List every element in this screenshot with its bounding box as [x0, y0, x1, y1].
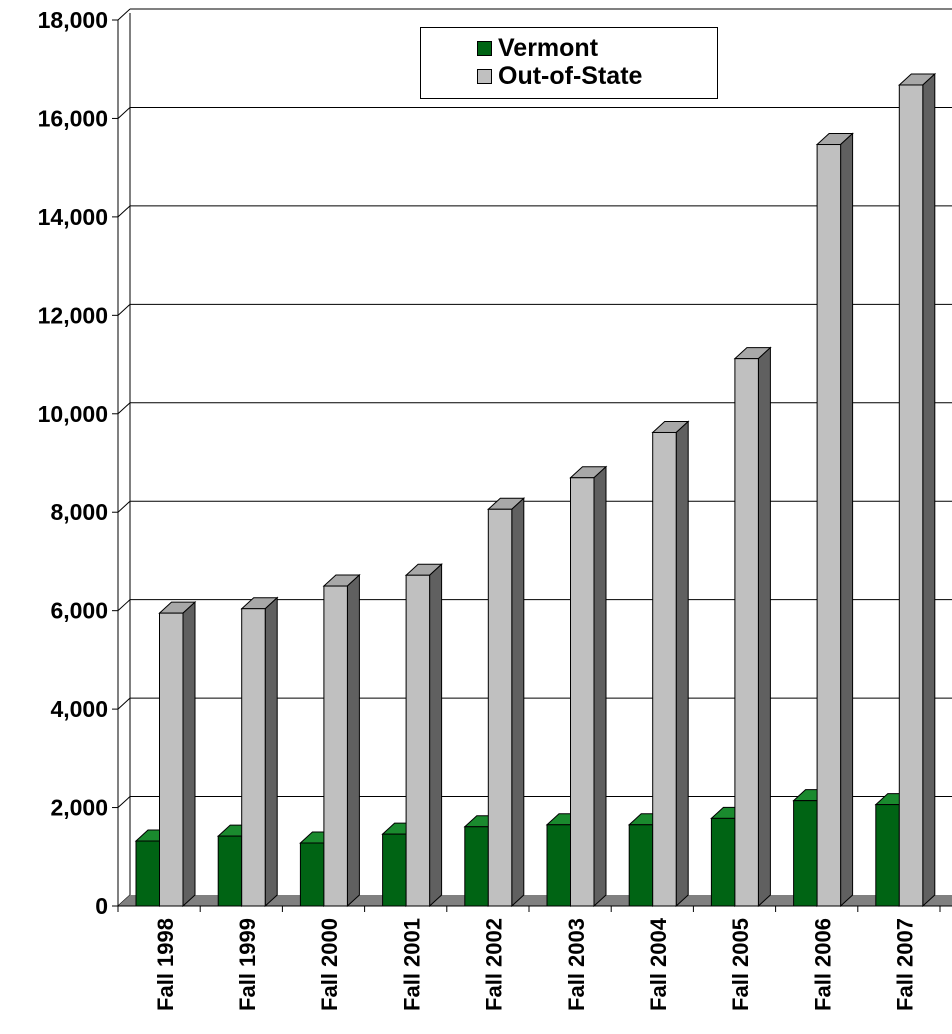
- x-tick-label: Fall 2004: [646, 917, 671, 1011]
- bar-front: [135, 840, 160, 907]
- y-tick-label: 8,000: [50, 499, 108, 525]
- bar-out-of-state-9: [815, 132, 854, 908]
- bar-front: [710, 817, 736, 907]
- x-tick-label: Fall 2006: [810, 918, 835, 1011]
- y-tick-label: 2,000: [50, 795, 108, 821]
- y-tick-label: 4,000: [50, 696, 108, 722]
- bar-out-of-state-2: [240, 596, 279, 908]
- bar-front: [816, 144, 842, 907]
- bar-front: [323, 585, 348, 907]
- bar-out-of-state-4: [404, 563, 443, 908]
- bar-front: [570, 477, 595, 907]
- gridline-diagonal: [117, 500, 131, 513]
- bar-front: [405, 574, 431, 907]
- bar-side: [675, 420, 689, 908]
- bar-side: [182, 600, 196, 908]
- bar-front: [487, 508, 513, 907]
- gridline-diagonal: [117, 8, 131, 21]
- x-tick-label: Fall 1998: [153, 918, 178, 1011]
- legend: Vermont Out-of-State: [420, 27, 718, 99]
- gridline-diagonal: [117, 402, 131, 415]
- y-tick-labels: 0 2,000 4,000 6,000 8,000 10,000 12,000 14,000 1…: [38, 7, 108, 919]
- gridline-diagonal: [117, 205, 131, 218]
- bar-out-of-state-1: [158, 600, 197, 908]
- gridline-diagonal: [117, 107, 131, 119]
- bar-side: [840, 132, 854, 908]
- y-tick-label: 12,000: [38, 302, 108, 328]
- bar-front: [299, 842, 325, 907]
- x-tick-label: Fall 2007: [893, 918, 918, 1011]
- y-tick-label: 18,000: [38, 7, 108, 33]
- legend-label-vermont: Vermont: [498, 33, 599, 62]
- gridline-diagonal: [117, 796, 131, 808]
- bar-front: [464, 826, 489, 907]
- bar-out-of-state-6: [569, 465, 608, 908]
- bar-front: [628, 824, 654, 907]
- bar-front: [546, 824, 571, 907]
- x-tick-labels: Fall 1998 Fall 1999 Fall 2000 Fall 2001 Fall…: [153, 917, 918, 1011]
- bar-side: [757, 346, 771, 908]
- x-tick-label: Fall 2001: [399, 918, 424, 1011]
- bar-out-of-state-5: [487, 497, 526, 908]
- y-tick-label: 0: [95, 893, 108, 919]
- bars: [134, 72, 937, 908]
- bar-out-of-state-8: [733, 346, 772, 908]
- y-tick-label: 6,000: [50, 598, 108, 624]
- bar-front: [875, 804, 900, 907]
- y-tick-label: 14,000: [38, 204, 108, 230]
- bar-side: [922, 72, 936, 908]
- bar-side: [264, 596, 278, 908]
- bar-side: [593, 465, 607, 908]
- bar-front: [241, 608, 266, 907]
- bar-front: [159, 612, 184, 907]
- bar-out-of-state-3: [322, 573, 361, 908]
- legend-item-vermont: Vermont: [477, 33, 599, 62]
- legend-item-out-of-state: Out-of-State: [477, 61, 643, 90]
- legend-label-out-of-state: Out-of-State: [498, 61, 643, 90]
- bar-side: [346, 573, 360, 908]
- legend-swatch-vermont: [477, 40, 492, 56]
- y-tick-label: 10,000: [38, 401, 108, 427]
- bar-front: [734, 358, 759, 907]
- bar-out-of-state-10: [898, 72, 937, 908]
- x-tick-label: Fall 2002: [482, 918, 507, 1011]
- gridline-diagonal: [117, 599, 131, 612]
- x-tick-label: Fall 1999: [235, 918, 260, 1011]
- y-tick-label: 16,000: [38, 105, 108, 131]
- gridline-diagonal: [117, 697, 131, 710]
- bar-front: [217, 835, 243, 907]
- gridline-diagonal: [117, 303, 131, 316]
- bar-front: [382, 833, 407, 907]
- bar-side: [429, 563, 443, 908]
- legend-swatch-out-of-state: [477, 68, 492, 84]
- bar-front: [652, 431, 677, 907]
- bar-out-of-state-7: [651, 420, 690, 908]
- bar-front: [793, 800, 818, 907]
- x-tick-label: Fall 2003: [564, 918, 589, 1011]
- bar-side: [511, 497, 525, 908]
- bar-front: [898, 84, 924, 907]
- x-tick-label: Fall 2000: [317, 918, 342, 1011]
- x-tick-label: Fall 2005: [728, 918, 753, 1011]
